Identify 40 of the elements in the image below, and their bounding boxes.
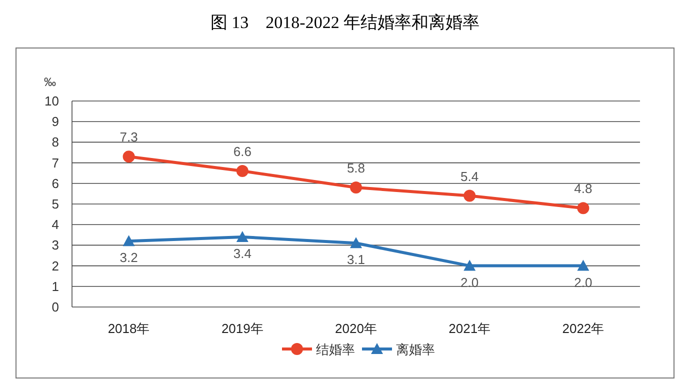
data-label: 5.8 [346,160,366,176]
point [464,190,476,202]
y-axis-title: ‰ [44,75,56,89]
y-tick-label: 1 [52,278,59,294]
point [577,202,590,214]
point [122,235,135,246]
data-label: 4.8 [574,181,592,196]
point [577,260,590,271]
data-label: 7.3 [120,130,138,145]
y-tick-label: 7 [52,155,59,170]
x-tick-label: 2019年 [221,321,264,336]
point [350,237,362,248]
data-label: 3.2 [120,250,138,266]
point [236,165,248,178]
x-tick-label: 2021年 [448,321,491,336]
point [236,230,248,242]
point [122,150,135,163]
data-label: 3.4 [233,246,252,261]
y-tick-label: 0 [52,300,59,314]
data-label: 2.0 [460,274,479,290]
data-label: 3.1 [346,252,366,268]
chart-title: 图 13 2018-2022 年结婚率和离婚率 [210,13,480,32]
x-tick-label: 2018年 [108,321,150,336]
y-tick-label: 8 [52,134,59,150]
x-tick-label: 2020年 [335,321,377,336]
y-tick-label: 2 [52,258,59,274]
y-tick-label: 4 [52,217,59,232]
x-tick-label: 2022年 [562,321,604,336]
y-tick-label: 3 [52,238,59,253]
y-tick-label: 10 [44,94,59,108]
y-tick-label: 5 [52,196,59,212]
legend-label: 结婚率 [316,342,355,357]
point [350,182,362,194]
y-tick-label: 9 [52,114,59,130]
y-tick-label: 6 [52,176,59,191]
data-label: 6.6 [233,144,252,160]
point [464,260,476,271]
data-label: 2.0 [574,274,592,290]
legend-label: 离婚率 [396,342,435,357]
data-label: 5.4 [460,168,479,184]
